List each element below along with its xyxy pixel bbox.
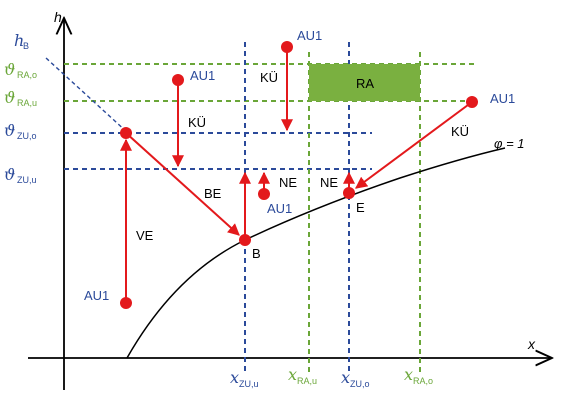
ne-right-label: NE [320,175,338,190]
point-au1-top-mid [281,41,293,53]
curve-label: φ = 1 [494,136,525,151]
svg-text:ϑ: ϑ [4,165,15,184]
be-arrow [125,132,240,236]
ku-left-label: KÜ [188,115,206,130]
point-e [343,187,355,199]
svg-text:ZU,o: ZU,o [350,379,370,389]
ve-label: VE [136,228,154,243]
svg-text:RA,o: RA,o [17,70,37,80]
label-theta-zu-u: ϑ ZU,u [4,165,37,185]
ra-box-label: RA [356,76,374,91]
e-label: E [356,200,365,215]
svg-text:RA,o: RA,o [413,376,433,386]
svg-text:ϑ: ϑ [4,121,15,140]
label-theta-ra-u: ϑ RA,u [4,88,37,108]
saturation-curve [126,147,506,359]
label-theta-ra-o: ϑ RA,o [4,60,37,80]
au1-right-label: AU1 [490,91,515,106]
be-label: BE [204,186,222,201]
au1-mid-low-label: AU1 [267,201,292,216]
au1-top-mid-label: AU1 [297,28,322,43]
ku-right-arrow [355,101,473,189]
label-x-zu-u: x ZU,u [230,368,259,389]
au1-top-left-label: AU1 [190,68,215,83]
point-au1-bottom [120,297,132,309]
svg-text:RA,u: RA,u [297,376,317,386]
au1-bottom-label: AU1 [84,288,109,303]
point-au1-right [466,96,478,108]
label-theta-zu-o: ϑ ZU,o [4,121,37,141]
svg-text:x: x [341,368,350,387]
point-b [239,234,251,246]
label-x-ra-u: x RA,u [288,365,317,386]
x-axis-label: x [527,336,536,352]
svg-text:ϑ: ϑ [4,60,15,79]
hb-isenthalpe [45,57,129,134]
svg-text:x: x [404,365,413,384]
svg-text:RA,u: RA,u [17,98,37,108]
svg-text:ZU,o: ZU,o [17,131,37,141]
svg-text:h: h [14,31,24,50]
ra-box [309,64,420,101]
y-axis-label: h [54,9,62,25]
label-x-zu-o: x ZU,o [341,368,370,389]
point-au1-top-left [172,74,184,86]
point-zu-o [120,127,132,139]
ku-mid-label: KÜ [260,70,278,85]
label-x-ra-o: x RA,o [404,365,433,386]
ku-right-label: KÜ [451,124,469,139]
svg-text:ZU,u: ZU,u [17,175,37,185]
label-hb: h B [14,31,29,51]
svg-text:x: x [230,368,239,387]
ne-mid-label: NE [279,175,297,190]
point-au1-mid-low [258,188,270,200]
svg-text:ϑ: ϑ [4,88,15,107]
svg-text:ZU,u: ZU,u [239,379,259,389]
b-label: B [252,246,261,261]
svg-text:x: x [288,365,297,384]
svg-text:B: B [23,41,29,51]
